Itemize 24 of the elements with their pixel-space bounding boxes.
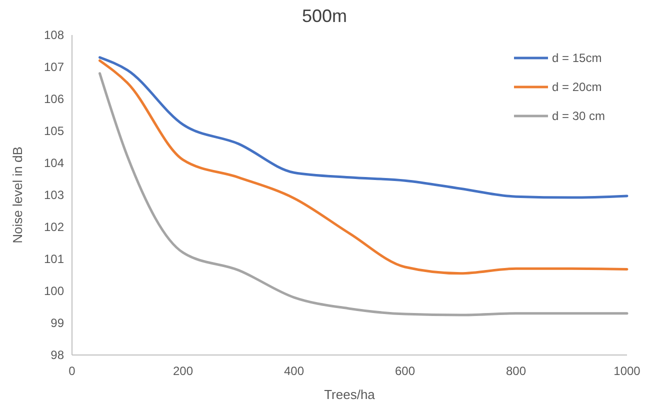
y-tick-label: 108 — [44, 28, 64, 42]
y-tick-label: 101 — [44, 252, 64, 266]
chart-title: 500m — [302, 6, 348, 26]
legend-label: d = 30 cm — [552, 109, 606, 124]
y-tick-label: 99 — [50, 316, 64, 330]
y-tick-label: 100 — [44, 284, 64, 298]
x-tick-label: 600 — [394, 364, 416, 378]
legend-label: d = 15cm — [552, 51, 602, 66]
y-tick-label: 106 — [44, 92, 64, 106]
y-tick-label: 105 — [44, 124, 64, 138]
x-tick-label: 200 — [172, 364, 194, 378]
y-tick-label: 98 — [50, 348, 64, 362]
x-tick-label: 800 — [506, 364, 526, 378]
x-tick-label: 1000 — [614, 364, 641, 378]
x-tick-label: 400 — [284, 364, 304, 378]
y-axis-title: Noise level in dB — [10, 146, 25, 244]
legend-label: d = 20cm — [552, 80, 602, 94]
x-tick-label: 0 — [68, 364, 76, 378]
y-tick-label: 102 — [44, 220, 64, 234]
line-series — [98, 72, 628, 316]
y-tick-label: 107 — [44, 60, 64, 74]
x-axis-title: Trees/ha — [324, 387, 376, 402]
y-tick-label: 104 — [44, 156, 64, 170]
y-tick-label: 103 — [44, 188, 64, 202]
